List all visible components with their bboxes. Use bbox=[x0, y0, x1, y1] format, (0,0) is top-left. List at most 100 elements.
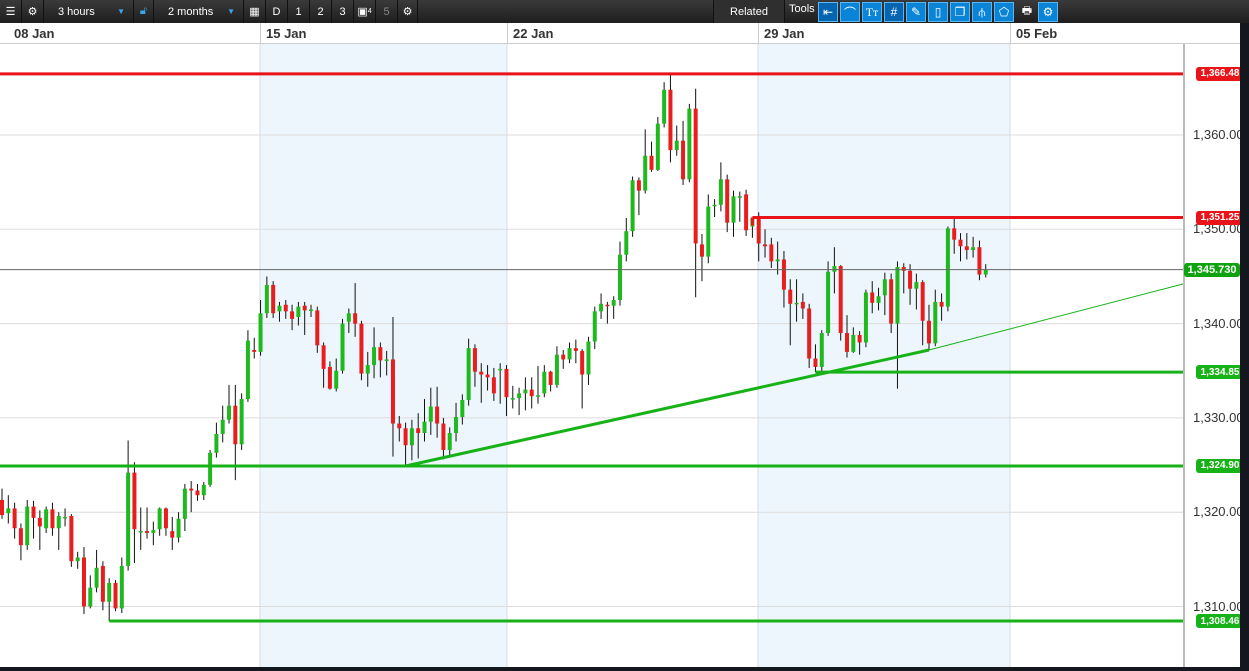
period-1-button[interactable]: 1 bbox=[288, 0, 310, 23]
candle-up bbox=[832, 266, 837, 272]
candle-down bbox=[504, 368, 509, 398]
trendline bbox=[405, 348, 930, 468]
candle-down bbox=[290, 311, 295, 319]
scrollbar[interactable] bbox=[1240, 23, 1249, 671]
candle-down bbox=[12, 508, 17, 529]
period-2-button[interactable]: 2 bbox=[310, 0, 332, 23]
candle-up bbox=[662, 89, 667, 124]
chart-settings-icon[interactable]: ⚙ bbox=[398, 0, 418, 23]
chevron-down-icon: ▼ bbox=[117, 7, 125, 16]
menu-icon[interactable]: ☰ bbox=[0, 0, 22, 23]
save-layout-button[interactable]: ▣ 4 bbox=[354, 0, 376, 23]
price-chart[interactable] bbox=[0, 44, 1196, 667]
candle-down bbox=[31, 506, 36, 518]
range-value: 2 months bbox=[168, 5, 214, 18]
level-badge-resistance: 1,366.48 bbox=[1196, 66, 1244, 81]
trendline-extension bbox=[928, 283, 1184, 351]
candle-down bbox=[315, 310, 320, 346]
candle-up bbox=[819, 333, 824, 367]
candle-up bbox=[384, 359, 389, 361]
week-shade bbox=[260, 44, 507, 667]
candle-up bbox=[119, 565, 124, 609]
label-icon[interactable]: ⬠ bbox=[994, 2, 1014, 22]
indicator-icon[interactable]: ⫛ bbox=[972, 2, 992, 22]
candle-down bbox=[605, 304, 610, 307]
grid-icon[interactable]: # bbox=[884, 2, 904, 22]
candle-down bbox=[472, 348, 477, 372]
price-axis[interactable]: 1,310.00 1,320.00 1,330.00 1,340.00 1,35… bbox=[1183, 44, 1244, 667]
draw-icon[interactable]: ✎ bbox=[906, 2, 926, 22]
candle-up bbox=[674, 140, 679, 151]
range-select[interactable]: 2 months ▼ bbox=[154, 0, 244, 23]
candle-up bbox=[460, 399, 465, 417]
candle-down bbox=[889, 279, 894, 324]
candle-down bbox=[763, 244, 768, 247]
candle-down bbox=[813, 358, 818, 367]
candle-up bbox=[346, 313, 351, 322]
candle-up bbox=[63, 516, 68, 519]
candle-up bbox=[895, 267, 900, 324]
candle-down bbox=[479, 371, 484, 375]
candle-up bbox=[296, 306, 301, 317]
candle-up bbox=[731, 196, 736, 223]
settings-icon[interactable]: ⚙ bbox=[1038, 2, 1058, 22]
candle-up bbox=[542, 371, 547, 394]
print-icon[interactable]: 🖶︎ bbox=[1021, 5, 1033, 17]
curve-icon[interactable]: ⌒ bbox=[840, 2, 860, 22]
week-shade bbox=[758, 44, 1010, 667]
candle-down bbox=[681, 140, 686, 180]
candle-up bbox=[245, 340, 250, 400]
candle-down bbox=[800, 301, 805, 309]
back-arrow-icon[interactable]: ⇤ bbox=[818, 2, 838, 22]
candle-down bbox=[302, 305, 307, 311]
candle-up bbox=[599, 303, 604, 312]
candle-down bbox=[403, 428, 408, 446]
candle-down bbox=[327, 366, 332, 389]
candle-down bbox=[939, 301, 944, 307]
y-tick-label: 1,360.00 bbox=[1193, 127, 1244, 142]
candle-down bbox=[485, 374, 490, 378]
last-price-badge: 1,345.730 bbox=[1184, 262, 1240, 277]
settings-gear-icon[interactable]: ⚙ bbox=[22, 0, 44, 23]
candle-up bbox=[201, 484, 206, 496]
related-button[interactable]: Related bbox=[713, 0, 785, 23]
interval-select[interactable]: 3 hours ▼ bbox=[44, 0, 134, 23]
candle-down bbox=[353, 313, 358, 324]
candle-up bbox=[182, 488, 187, 519]
candle-down bbox=[100, 565, 105, 602]
candle-down bbox=[435, 406, 440, 424]
candle-up bbox=[208, 452, 213, 485]
text-icon[interactable]: Tт bbox=[862, 2, 882, 22]
candle-down bbox=[977, 247, 982, 275]
save-icon: ▣ bbox=[357, 6, 368, 18]
candle-up bbox=[25, 506, 30, 546]
date-label: 05 Feb bbox=[1016, 26, 1058, 41]
calendar-icon[interactable]: ▦ bbox=[244, 0, 266, 23]
period-d-button[interactable]: D bbox=[266, 0, 288, 23]
candle-down bbox=[0, 499, 4, 516]
candle-down bbox=[573, 348, 578, 351]
chevron-down-icon: ▼ bbox=[227, 7, 235, 16]
date-divider bbox=[758, 23, 759, 44]
tools-label: Tools bbox=[789, 3, 815, 15]
candle-icon[interactable]: ▯ bbox=[928, 2, 948, 22]
candle-down bbox=[378, 347, 383, 361]
candle-up bbox=[498, 368, 503, 371]
candle-down bbox=[271, 284, 276, 314]
layers-icon[interactable]: ❐ bbox=[950, 2, 970, 22]
candle-down bbox=[113, 582, 118, 609]
date-label: 08 Jan bbox=[14, 26, 55, 41]
candle-up bbox=[718, 179, 723, 205]
candle-down bbox=[838, 266, 843, 334]
candle-up bbox=[422, 421, 427, 433]
period-5-button[interactable]: 5 bbox=[376, 0, 398, 23]
candle-down bbox=[699, 244, 704, 257]
candle-up bbox=[277, 305, 282, 312]
candle-up bbox=[157, 508, 162, 530]
lock-icon[interactable]: 🔓︎ bbox=[134, 0, 154, 23]
candle-up bbox=[775, 259, 780, 262]
candle-up bbox=[586, 341, 591, 375]
candle-up bbox=[510, 398, 515, 400]
period-3-button[interactable]: 3 bbox=[332, 0, 354, 23]
candle-up bbox=[56, 515, 61, 529]
